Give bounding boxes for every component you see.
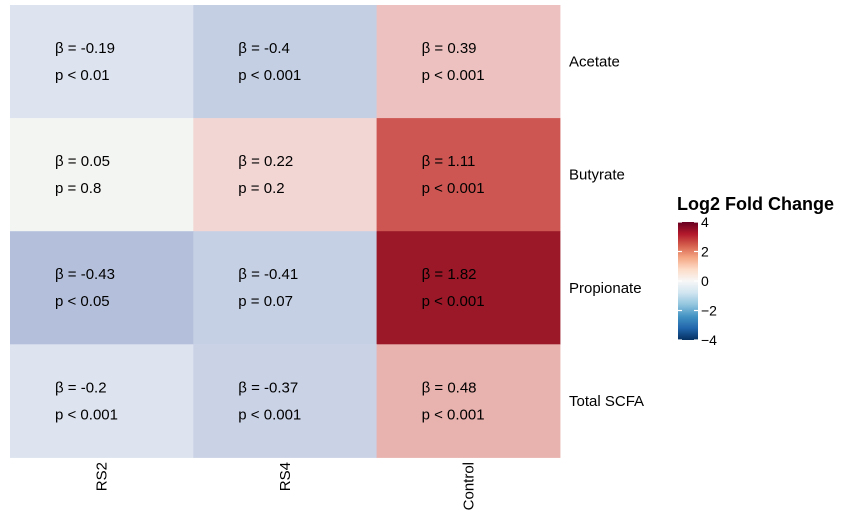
cell-beta-label: β = -0.19 [55, 40, 115, 57]
heatmap-cell [10, 5, 194, 119]
column-label: RS4 [277, 462, 294, 491]
cell-beta-label: β = -0.37 [238, 379, 298, 396]
column-label: Control [460, 462, 477, 510]
legend-tick-label: 2 [701, 244, 709, 260]
heatmap-cell [193, 118, 378, 232]
cell-p-label: p < 0.001 [422, 180, 485, 197]
column-label: RS2 [94, 462, 111, 491]
legend-tick-label: −2 [701, 303, 717, 319]
heatmap-cell [193, 5, 378, 119]
cell-p-label: p < 0.05 [55, 293, 110, 310]
legend-title: Log2 Fold Change [677, 194, 834, 214]
legend-colorbar [678, 222, 698, 340]
row-label: Butyrate [569, 167, 625, 184]
heatmap-cell [10, 344, 194, 458]
heatmap-cell [376, 231, 561, 345]
cell-p-label: p < 0.001 [422, 293, 485, 310]
legend-tick-label: −4 [701, 332, 717, 348]
heatmap-cell [376, 344, 561, 458]
cell-p-label: p < 0.001 [55, 406, 118, 423]
cell-beta-label: β = 1.82 [422, 266, 477, 283]
cell-p-label: p < 0.001 [422, 406, 485, 423]
cell-p-label: p = 0.8 [55, 180, 101, 197]
heatmap-cell [10, 118, 194, 232]
cell-p-label: p < 0.001 [238, 67, 301, 84]
row-label: Propionate [569, 280, 642, 297]
cell-beta-label: β = 0.05 [55, 153, 110, 170]
heatmap-cell [10, 231, 194, 345]
cell-beta-label: β = -0.41 [238, 266, 298, 283]
cell-p-label: p < 0.001 [238, 406, 301, 423]
row-labels: Acetate Butyrate Propionate Total SCFA [569, 54, 644, 410]
heatmap-cell [193, 231, 378, 345]
cell-beta-label: β = 0.39 [422, 40, 477, 57]
cell-beta-label: β = 0.48 [422, 379, 477, 396]
legend-ticks: 4 2 0 −2 −4 [678, 214, 717, 348]
cell-beta-label: β = -0.4 [238, 40, 290, 57]
legend: Log2 Fold Change 4 2 0 −2 −4 [677, 194, 834, 348]
row-label: Total SCFA [569, 393, 644, 410]
cell-p-label: p < 0.001 [422, 67, 485, 84]
cell-beta-label: β = 0.22 [238, 153, 293, 170]
heatmap-cell [376, 5, 561, 119]
legend-tick-label: 0 [701, 273, 709, 289]
cell-beta-label: β = -0.2 [55, 379, 107, 396]
cell-p-label: p < 0.01 [55, 67, 110, 84]
cell-p-label: p = 0.2 [238, 180, 284, 197]
cell-beta-label: β = -0.43 [55, 266, 115, 283]
cell-beta-label: β = 1.11 [422, 153, 476, 170]
legend-tick-label: 4 [701, 214, 709, 230]
heatmap-cell [376, 118, 561, 232]
row-label: Acetate [569, 54, 620, 71]
heatmap-cell [193, 344, 378, 458]
column-labels: RS2 RS4 Control [94, 462, 478, 510]
heatmap-cells: β = -0.19 p < 0.01 β = -0.4 p < 0.001 β = 0.… [10, 5, 561, 458]
cell-p-label: p = 0.07 [238, 293, 293, 310]
